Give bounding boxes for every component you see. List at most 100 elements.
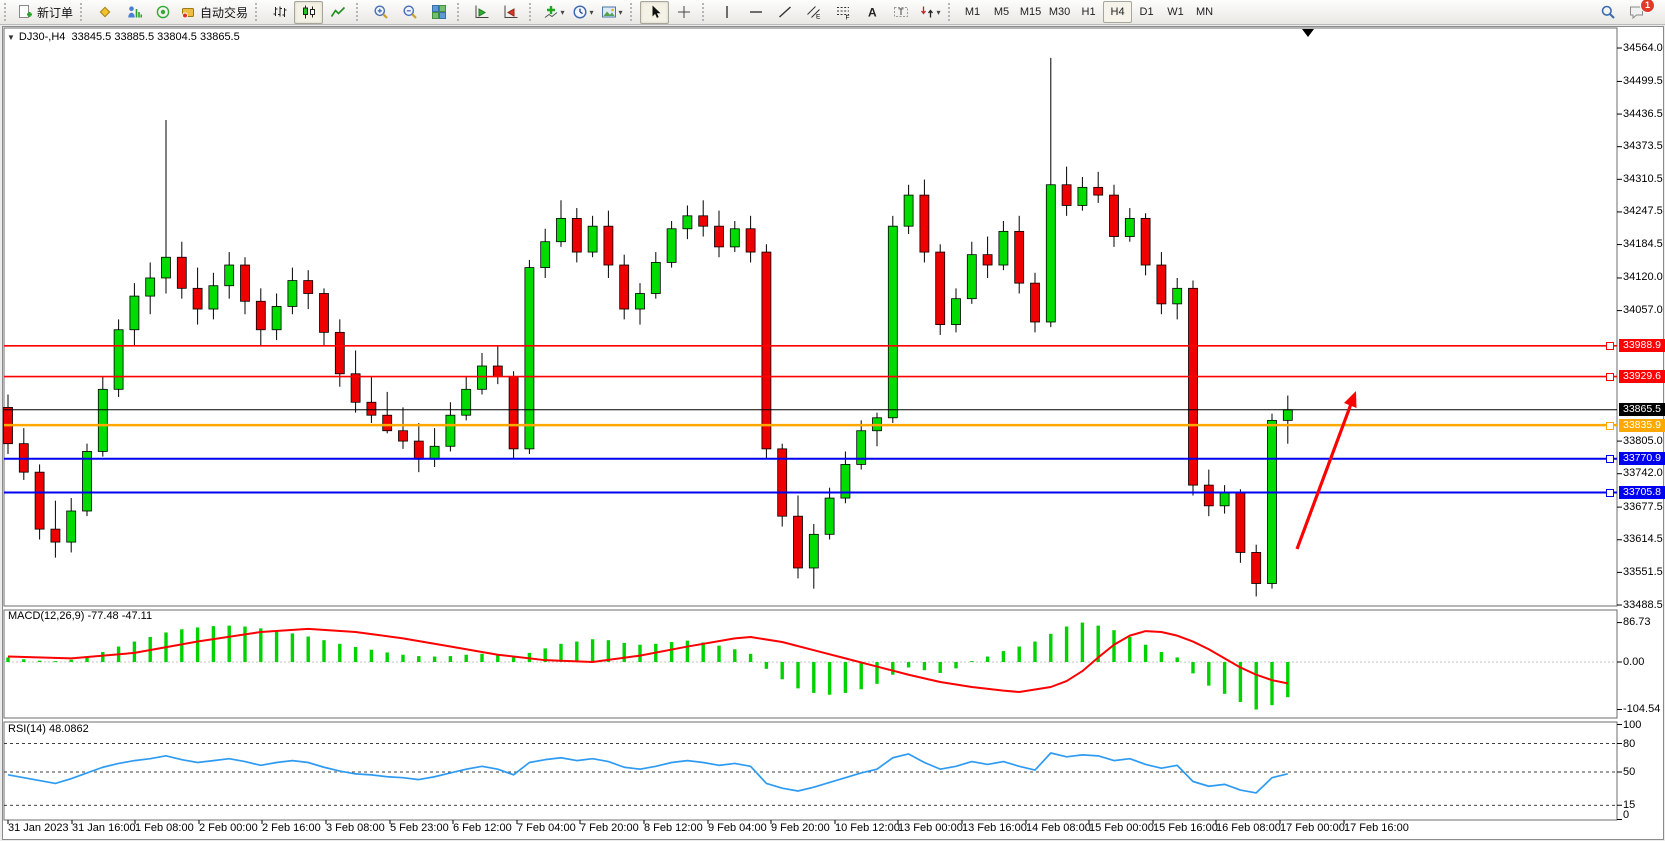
time-axis-label: 6 Feb 12:00 [453,822,512,834]
svg-text:T: T [898,7,904,17]
price-tag-33865.5: 33865.5 [1619,403,1665,417]
timeframe-M5[interactable]: M5 [993,6,1010,18]
vertical-line-tool-button[interactable] [712,1,741,24]
trend-arrow[interactable] [1295,403,1353,550]
dropdown-caret-icon: ▾ [936,7,941,17]
notification-badge: 1 [1640,0,1655,13]
timeframe-MN[interactable]: MN [1195,6,1214,18]
zoom-out-button[interactable] [395,1,424,24]
bar-chart-button[interactable] [265,1,294,24]
tile-windows-icon [431,4,447,20]
rsi-axis-tick-100: 100 [1623,718,1642,731]
auto-scroll-button[interactable] [467,1,496,24]
search-icon [1600,4,1616,20]
timeframe-M30[interactable]: M30 [1048,6,1071,18]
price-axis-tick-34564: 34564.0 [1623,41,1663,54]
fibonacci-tool-button[interactable]: F [828,1,857,24]
trendline-tool-button[interactable] [770,1,799,24]
tile-windows-button[interactable] [424,1,453,24]
price-axis-tick-33551.5: 33551.5 [1623,565,1663,578]
vertical-line-icon [719,4,735,20]
line-handle-33770.9[interactable] [1606,455,1614,464]
fibonacci-icon: F [835,4,851,20]
line-handle-33705.8[interactable] [1606,488,1614,497]
text-tool-button[interactable]: A [857,1,886,24]
price-tag-33929.6: 33929.6 [1619,370,1665,384]
navigator-button[interactable] [148,1,177,24]
toolbar: 新订单 自动交易 ▾ ▾ ▾ E F A [0,0,1665,25]
time-axis-label: 2 Feb 16:00 [262,822,321,834]
label-tool-button[interactable]: T [886,1,915,24]
chart-shift-marker [1302,29,1314,37]
zoom-in-button[interactable] [366,1,395,24]
line-handle-33988.9[interactable] [1606,342,1614,351]
price-tag-33835.9: 33835.9 [1619,418,1665,432]
new-order-button[interactable]: 新订单 [14,1,76,24]
dropdown-caret-icon: ▾ [589,7,594,17]
price-axis-tick-33805: 33805.0 [1623,434,1663,447]
time-axis-label: 10 Feb 12:00 [835,822,900,834]
chart-shift-button[interactable] [496,1,525,24]
market-watch-button[interactable] [90,1,119,24]
cursor-tool-button[interactable] [640,0,670,24]
indicators-button[interactable]: ▾ [539,1,568,24]
line-handle-33929.6[interactable] [1606,373,1614,382]
notifications-button[interactable]: 1 [1622,0,1655,24]
chart-title: ▼ DJ30-,H4 33845.5 33885.5 33804.5 33865.… [7,31,240,43]
dropdown-caret-icon: ▾ [560,7,565,17]
autotrading-icon [180,4,196,20]
timeframe-W1[interactable]: W1 [1167,6,1184,18]
auto-scroll-icon [474,4,490,20]
templates-button[interactable]: ▾ [597,1,626,24]
toolbar-group-grip [948,3,953,21]
timeframe-H1[interactable]: H1 [1081,6,1096,18]
channel-icon: E [806,4,822,20]
toolbar-group-grip [4,3,9,21]
arrows-tool-button[interactable]: ▾ [915,1,944,24]
time-axis-label: 14 Feb 08:00 [1026,822,1091,834]
chart-symbol-period: DJ30-,H4 [18,31,66,43]
autotrading-label: 自动交易 [200,5,249,20]
toolbar-group-grip [630,3,635,21]
svg-text:F: F [845,15,849,21]
horizontal-line-tool-button[interactable] [741,1,770,24]
channel-tool-button[interactable]: E [799,1,828,24]
timeframe-D1[interactable]: D1 [1139,6,1154,18]
price-axis-tick-34310.5: 34310.5 [1623,172,1663,185]
time-axis-label: 16 Feb 08:00 [1216,822,1281,834]
horizontal-line-icon [748,4,764,20]
candlestick-chart-button[interactable] [294,0,324,24]
line-chart-button[interactable] [323,1,352,24]
arrows-icon [919,4,935,20]
crosshair-tool-button[interactable] [669,1,698,24]
text-tool-icon: A [864,4,880,20]
line-handle-33835.9[interactable] [1606,421,1614,430]
price-axis-tick-34057: 34057.0 [1623,304,1663,317]
rsi-axis-tick-15: 15 [1623,799,1636,812]
data-window-button[interactable] [119,1,148,24]
periods-button[interactable]: ▾ [568,1,597,24]
chart-title-collapse-icon[interactable]: ▼ [7,33,15,42]
search-button[interactable] [1593,1,1622,24]
timeframe-strip: M1 M5 M15 M30 H1 H4 D1 W1 MN [958,1,1219,23]
time-axis-label: 13 Feb 00:00 [898,822,963,834]
cursor-icon [647,4,663,20]
timeframe-H4[interactable]: H4 [1103,1,1133,23]
rsi-axis-tick-80: 80 [1623,737,1636,750]
autotrading-button[interactable]: 自动交易 [177,1,251,24]
toolbar-right-group: 1 [1593,0,1655,24]
rsi-line [7,752,1289,794]
templates-icon [601,4,617,20]
timeframe-M1[interactable]: M1 [964,6,981,18]
new-order-label: 新订单 [37,5,74,20]
timeframe-M15[interactable]: M15 [1019,6,1042,18]
chart-ohlc-values: 33845.5 33885.5 33804.5 33865.5 [71,31,240,43]
label-tool-icon: T [893,4,909,20]
price-axis-tick-33614.5: 33614.5 [1623,533,1663,546]
time-axis-label: 15 Feb 00:00 [1089,822,1154,834]
toolbar-group-grip [80,3,85,21]
price-axis-tick-33677.5: 33677.5 [1623,500,1663,513]
time-axis-label: 9 Feb 04:00 [708,822,767,834]
time-axis-label: 1 Feb 08:00 [135,822,194,834]
